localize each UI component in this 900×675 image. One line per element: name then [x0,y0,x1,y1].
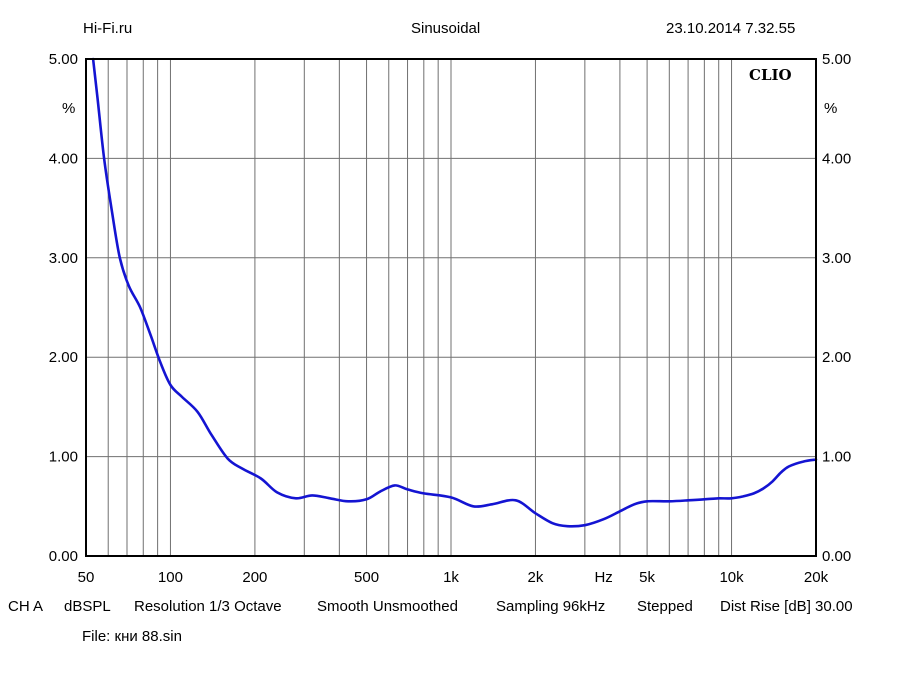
y-tick-label-right: 4.00 [822,150,851,167]
y-tick-label-right: 5.00 [822,51,851,68]
distortion-series-line [91,57,818,528]
footer-file-name: File: кни 88.sin [82,628,182,645]
header-measurement-type: Sinusoidal [411,20,481,37]
axis-labels: 0.00 0.00 1.00 1.00 2.00 2.00 3.00 3.00 4.00 4.00… [49,51,851,586]
grid-lines [86,59,816,556]
x-tick-label: 500 [354,569,379,586]
footer-units: dBSPL [64,598,111,615]
distortion-curve [91,57,818,528]
plot-frame [85,58,817,557]
y-unit-label-right: % [824,100,837,117]
y-tick-label-right: 1.00 [822,449,851,466]
x-tick-label: 10k [719,569,744,586]
y-tick-label-left: 4.00 [49,150,78,167]
y-tick-label-right: 0.00 [822,548,851,565]
y-tick-label-left: 5.00 [49,51,78,68]
x-tick-label: 100 [158,569,183,586]
y-unit-label-left: % [62,100,75,117]
x-tick-label: 5k [639,569,655,586]
footer-smoothing: Smooth Unsmoothed [317,598,458,615]
x-tick-label: Hz [594,569,612,586]
footer-sampling: Sampling 96kHz [496,598,606,615]
x-tick-label: 20k [804,569,829,586]
x-tick-label: 1k [443,569,459,586]
y-tick-label-left: 3.00 [49,250,78,267]
header-source: Hi-Fi.ru [83,20,133,37]
x-tick-label: 2k [528,569,544,586]
y-tick-label-left: 1.00 [49,449,78,466]
header-timestamp: 23.10.2014 7.32.55 [666,20,796,37]
y-tick-label-left: 2.00 [49,349,78,366]
x-tick-label: 200 [242,569,267,586]
y-tick-label-right: 3.00 [822,250,851,267]
footer-dist-rise: Dist Rise [dB] 30.00 [720,598,853,615]
footer-mode: Stepped [637,598,693,615]
y-tick-label-left: 0.00 [49,548,78,565]
x-tick-label: 50 [78,569,95,586]
y-tick-label-right: 2.00 [822,349,851,366]
footer-channel: CH A [8,598,44,615]
footer-resolution: Resolution 1/3 Octave [134,598,282,615]
clio-logo: CLIO [749,66,792,84]
